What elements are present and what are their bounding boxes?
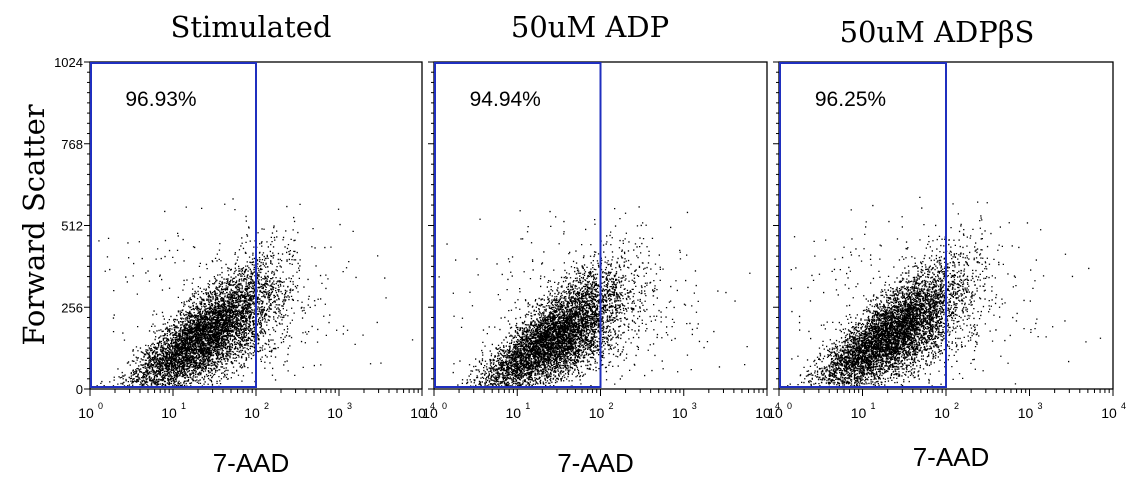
y-tick-label: 768	[61, 137, 83, 152]
x-tick-exponent: 4	[775, 401, 780, 411]
x-tick-label: 10	[1018, 405, 1034, 421]
x-tick-exponent: 1	[525, 401, 530, 411]
scatter-points	[438, 206, 751, 387]
x-tick-label: 10	[851, 405, 867, 421]
gate-rectangle	[434, 62, 602, 388]
x-tick-exponent: 3	[347, 401, 352, 411]
x-tick-label: 10	[78, 405, 94, 421]
x-tick-label: 10	[422, 405, 438, 421]
x-tick-label: 10	[244, 405, 260, 421]
x-tick-exponent: 0	[98, 401, 103, 411]
x-tick-label: 10	[589, 405, 605, 421]
x-tick-label: 10	[161, 405, 177, 421]
x-tick-exponent: 4	[1121, 401, 1126, 411]
gate-percentage: 96.93%	[125, 88, 196, 111]
x-tick-label: 10	[410, 405, 426, 421]
y-tick-label: 0	[76, 382, 83, 397]
x-tick-exponent: 2	[954, 401, 959, 411]
scatter-dots	[787, 196, 1102, 388]
panel-title: Stimulated	[171, 10, 332, 44]
x-tick-exponent: 2	[264, 401, 269, 411]
x-axis-label: 7-AAD	[213, 448, 290, 478]
x-tick-exponent: 3	[1038, 401, 1043, 411]
panel-title: 50uM ADP	[511, 10, 669, 44]
x-tick-exponent: 0	[442, 401, 447, 411]
x-tick-label: 10	[1101, 405, 1117, 421]
scatter-dots	[438, 206, 751, 387]
gate-percentage: 96.25%	[815, 88, 886, 111]
x-tick-label: 10	[934, 405, 950, 421]
panel-title: 50uM ADPβS	[840, 15, 1035, 49]
x-tick-exponent: 4	[430, 401, 435, 411]
gate-rectangle	[779, 62, 947, 388]
x-tick-label: 10	[755, 405, 771, 421]
x-tick-exponent: 1	[181, 401, 186, 411]
scatter-dots	[96, 198, 414, 388]
x-tick-exponent: 2	[609, 401, 614, 411]
scatter-points	[96, 198, 414, 388]
y-axis-label: Forward Scatter	[17, 104, 51, 345]
y-tick-label: 256	[61, 300, 83, 315]
x-tick-label: 10	[672, 405, 688, 421]
x-tick-exponent: 1	[871, 401, 876, 411]
x-tick-label: 10	[505, 405, 521, 421]
y-tick-label: 1024	[54, 55, 83, 70]
x-tick-label: 10	[767, 405, 783, 421]
x-tick-exponent: 0	[787, 401, 792, 411]
gate-percentage: 94.94%	[470, 88, 541, 111]
x-axis-label: 7-AAD	[913, 442, 990, 472]
x-tick-label: 10	[327, 405, 343, 421]
gate-rectangle	[90, 62, 257, 388]
x-tick-exponent: 3	[692, 401, 697, 411]
y-tick-label: 512	[61, 219, 83, 234]
x-axis-label: 7-AAD	[557, 448, 634, 478]
scatter-points	[787, 196, 1102, 388]
